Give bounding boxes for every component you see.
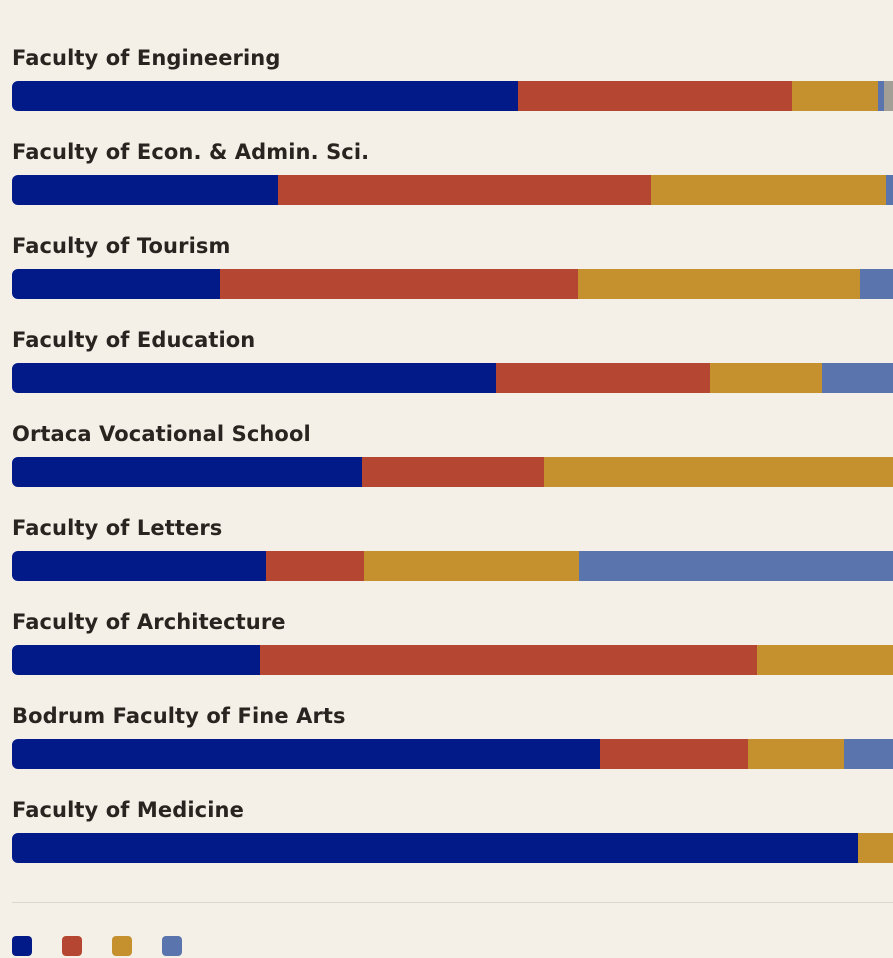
legend-swatch (62, 936, 82, 956)
chart-row: Faculty of Letters (12, 514, 893, 594)
category-label: Faculty of Architecture (12, 610, 286, 634)
bar-segment-series-4 (822, 363, 893, 393)
category-label: Faculty of Medicine (12, 798, 244, 822)
bar-segment-series-1 (12, 551, 266, 581)
stacked-bar (12, 645, 893, 675)
bar-segment-series-3 (757, 645, 893, 675)
bar-segment-series-2 (362, 457, 544, 487)
bar-segment-series-4 (860, 269, 893, 299)
bar-segment-series-1 (12, 363, 496, 393)
legend-divider (12, 902, 893, 903)
stacked-bar (12, 81, 893, 111)
chart-row: Ortaca Vocational School (12, 420, 893, 500)
legend-swatch (112, 936, 132, 956)
bar-segment-series-3 (651, 175, 886, 205)
bar-segment-series-3 (748, 739, 844, 769)
bar-segment-series-2 (220, 269, 578, 299)
stacked-bar (12, 457, 893, 487)
bar-segment-series-2 (260, 645, 757, 675)
bar-segment-series-1 (12, 457, 362, 487)
bar-segment-series-3 (578, 269, 860, 299)
bar-segment-series-3 (858, 833, 893, 863)
stacked-bar (12, 175, 893, 205)
category-label: Faculty of Letters (12, 516, 223, 540)
chart-row: Faculty of Tourism (12, 232, 893, 312)
bar-segment-series-4 (579, 551, 893, 581)
bar-segment-series-2 (518, 81, 792, 111)
category-label: Bodrum Faculty of Fine Arts (12, 704, 346, 728)
bar-segment-series-3 (544, 457, 893, 487)
bar-segment-series-3 (364, 551, 579, 581)
bar-segment-series-1 (12, 739, 600, 769)
chart-row: Faculty of Medicine (12, 796, 893, 876)
bar-segment-series-5 (884, 81, 893, 111)
category-label: Faculty of Engineering (12, 46, 281, 70)
bar-segment-series-1 (12, 833, 858, 863)
stacked-bar (12, 269, 893, 299)
legend-swatch (12, 936, 32, 956)
category-label: Faculty of Tourism (12, 234, 231, 258)
bar-segment-series-2 (266, 551, 364, 581)
category-label: Faculty of Education (12, 328, 256, 352)
stacked-bar (12, 363, 893, 393)
legend-item (112, 928, 142, 956)
bar-segment-series-3 (792, 81, 878, 111)
legend-item (162, 928, 192, 956)
chart-row: Faculty of Education (12, 326, 893, 406)
bar-segment-series-4 (886, 175, 893, 205)
category-label: Faculty of Econ. & Admin. Sci. (12, 140, 370, 164)
chart-row: Faculty of Architecture (12, 608, 893, 688)
bar-segment-series-2 (496, 363, 710, 393)
stacked-bar-chart: Faculty of Engineering Faculty of Econ. &… (12, 0, 893, 940)
bar-segment-series-4 (844, 739, 893, 769)
chart-row: Bodrum Faculty of Fine Arts (12, 702, 893, 782)
stacked-bar (12, 551, 893, 581)
legend-item (12, 928, 42, 956)
stacked-bar (12, 833, 893, 863)
bar-segment-series-4 (878, 81, 884, 111)
bar-segment-series-1 (12, 81, 518, 111)
chart-row: Faculty of Engineering (12, 44, 893, 124)
bar-segment-series-3 (710, 363, 822, 393)
bar-segment-series-1 (12, 269, 220, 299)
stacked-bar (12, 739, 893, 769)
chart-row: Faculty of Econ. & Admin. Sci. (12, 138, 893, 218)
chart-legend (12, 928, 192, 958)
bar-segment-series-2 (278, 175, 651, 205)
bar-segment-series-2 (600, 739, 748, 769)
legend-swatch (162, 936, 182, 956)
legend-item (62, 928, 92, 956)
bar-segment-series-1 (12, 645, 260, 675)
bar-segment-series-1 (12, 175, 278, 205)
category-label: Ortaca Vocational School (12, 422, 311, 446)
